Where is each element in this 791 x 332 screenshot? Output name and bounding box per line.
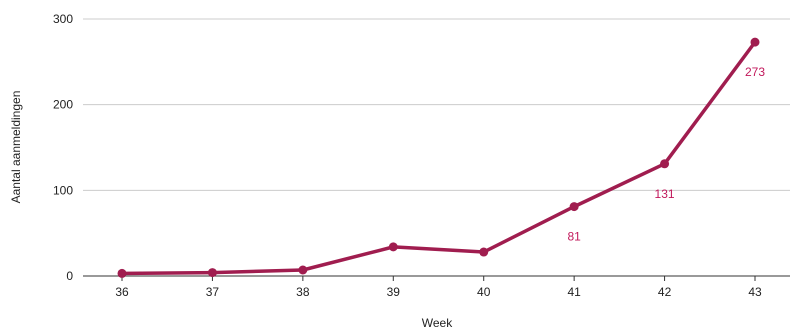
series xyxy=(117,37,760,278)
x-axis-title: Week xyxy=(422,316,453,330)
x-tick-labels: 36 37 38 39 40 41 42 43 xyxy=(115,276,762,299)
data-label: 81 xyxy=(567,230,581,244)
data-label: 131 xyxy=(655,187,675,201)
gridlines xyxy=(83,18,790,277)
x-tick-label: 39 xyxy=(387,285,401,299)
y-tick-label: 200 xyxy=(53,98,73,112)
data-point xyxy=(298,265,308,275)
data-point xyxy=(117,268,127,278)
data-labels: 81 131 273 xyxy=(567,65,765,243)
data-label: 273 xyxy=(745,65,765,79)
data-point xyxy=(660,159,670,169)
y-tick-label: 100 xyxy=(53,183,73,197)
data-point xyxy=(479,247,489,257)
x-tick-label: 41 xyxy=(567,285,581,299)
y-tick-labels: 0 100 200 300 xyxy=(53,12,73,283)
data-point xyxy=(750,37,760,47)
x-tick-label: 40 xyxy=(477,285,491,299)
x-tick-label: 36 xyxy=(115,285,129,299)
y-tick-label: 0 xyxy=(66,269,73,283)
data-point xyxy=(207,268,217,278)
data-point xyxy=(388,242,398,252)
x-tick-label: 42 xyxy=(658,285,672,299)
x-tick-label: 37 xyxy=(206,285,220,299)
y-axis-title: Aantal aanmeldingen xyxy=(9,91,23,204)
x-tick-label: 38 xyxy=(296,285,310,299)
x-tick-label: 43 xyxy=(748,285,762,299)
series-line xyxy=(120,40,757,276)
data-point xyxy=(569,202,579,212)
y-tick-label: 300 xyxy=(53,12,73,26)
